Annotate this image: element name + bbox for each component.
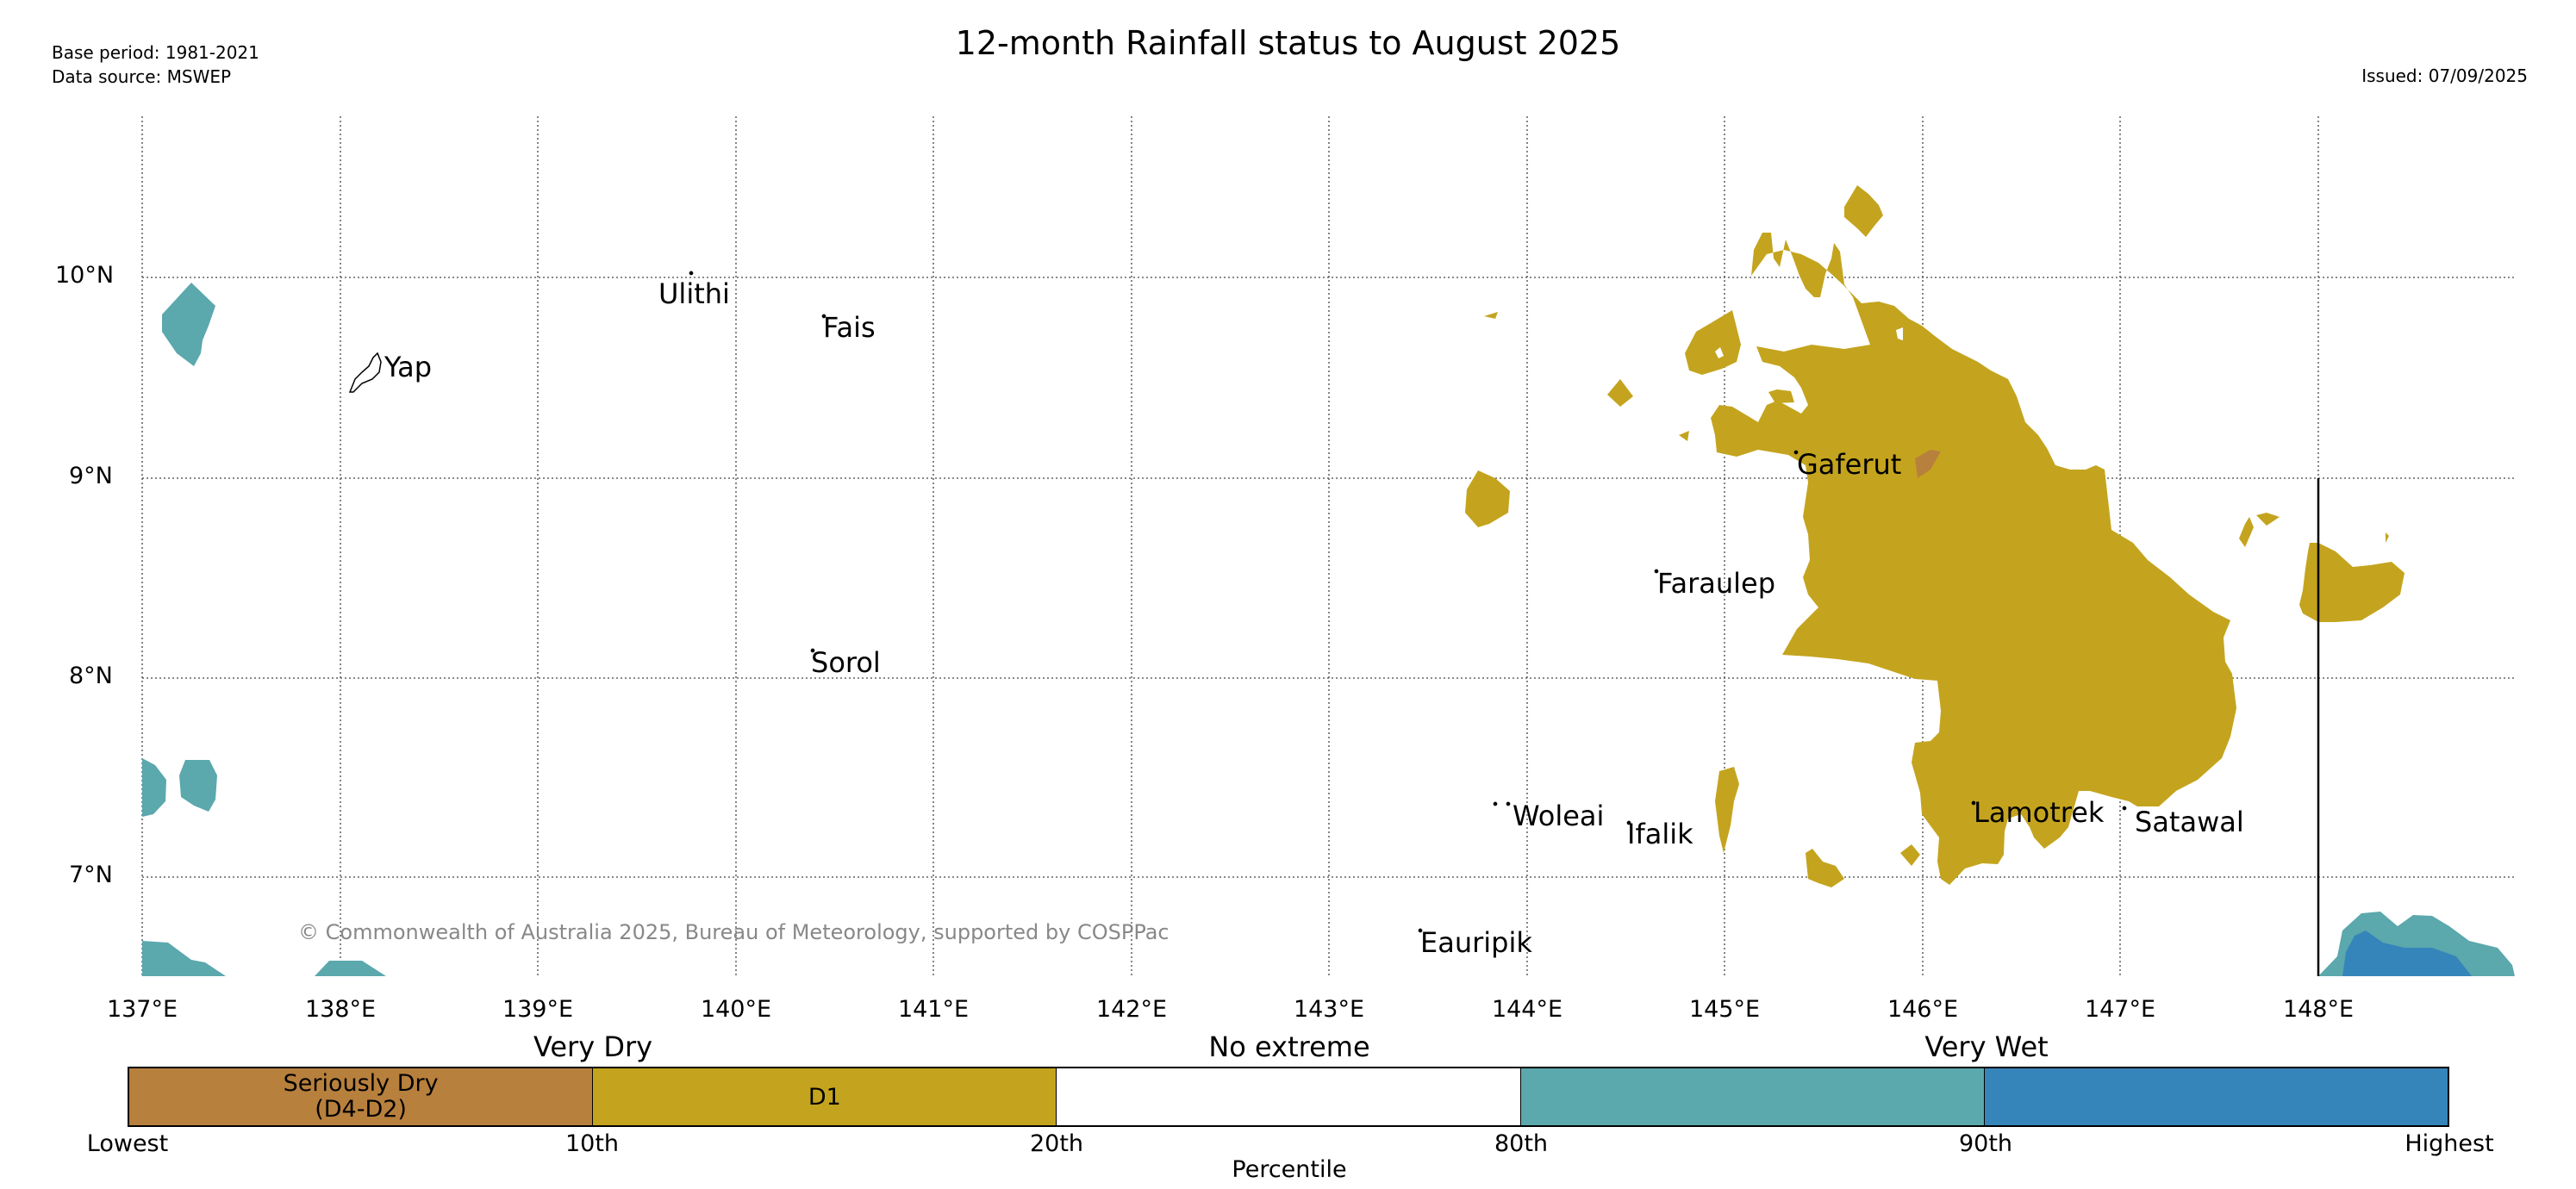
d1-region bbox=[2299, 543, 2404, 622]
d1-region bbox=[1793, 366, 1820, 383]
legend-bound-label: 20th bbox=[1029, 1130, 1084, 1157]
place-label-yap: Yap bbox=[384, 351, 433, 383]
very-wet-region bbox=[179, 760, 217, 812]
legend-box-wet bbox=[1520, 1068, 1985, 1125]
lon-tick-label: 142°E bbox=[1095, 996, 1168, 1023]
lon-tick-label: 148°E bbox=[2282, 996, 2355, 1023]
legend-category-no-extreme: No extreme bbox=[1208, 1030, 1370, 1063]
place-label-satawal: Satawal bbox=[2135, 806, 2244, 838]
very-wet-region bbox=[162, 283, 215, 366]
very-wet-region bbox=[315, 961, 386, 976]
legend-bound-label: Highest bbox=[2404, 1130, 2494, 1157]
d1-region bbox=[2256, 513, 2280, 526]
d1-regions bbox=[1465, 185, 2404, 887]
legend-category-very-dry: Very Dry bbox=[533, 1030, 653, 1063]
page-title: 12-month Rainfall status to August 2025 bbox=[955, 24, 1621, 62]
lon-tick-label: 143°E bbox=[1293, 996, 1365, 1023]
lat-tick-label: 7°N bbox=[69, 862, 113, 888]
gridlines bbox=[141, 116, 2515, 976]
lon-tick-label: 145°E bbox=[1688, 996, 1761, 1023]
d1-region bbox=[1844, 185, 1883, 237]
d1-region bbox=[1465, 470, 1510, 527]
d1-region bbox=[2386, 532, 2389, 543]
very-wet-region bbox=[142, 758, 166, 817]
place-label-eauripik: Eauripik bbox=[1420, 926, 1532, 959]
legend-box-seriously-dry: Seriously Dry (D4-D2) bbox=[129, 1068, 594, 1125]
d1-region-main bbox=[1711, 233, 2236, 885]
legend-box-label: Seriously Dry (D4-D2) bbox=[283, 1070, 439, 1123]
no-extreme-holes bbox=[1715, 287, 1903, 358]
issued-date: Issued: 07/09/2025 bbox=[2361, 65, 2528, 86]
very-wet-dark-regions bbox=[2342, 931, 2472, 976]
d1-region bbox=[1900, 844, 1920, 866]
place-label-fais: Fais bbox=[823, 311, 876, 344]
lon-tick-label: 139°E bbox=[502, 996, 574, 1023]
seriously-dry-region bbox=[1915, 450, 1941, 478]
lat-tick-label: 9°N bbox=[69, 463, 113, 489]
d1-region bbox=[1768, 389, 1794, 403]
legend-bound-label: Lowest bbox=[86, 1130, 169, 1157]
lon-tick-label: 140°E bbox=[700, 996, 772, 1023]
very-wet-region bbox=[142, 941, 226, 976]
d1-region bbox=[1607, 379, 1633, 407]
lon-tick-label: 138°E bbox=[304, 996, 377, 1023]
very-wet-dark-region bbox=[2342, 931, 2472, 976]
legend-bound-label: 80th bbox=[1494, 1130, 1549, 1157]
d1-region bbox=[2239, 517, 2254, 547]
place-label-gaferut: Gaferut bbox=[1797, 448, 1902, 481]
legend-axis-label: Percentile bbox=[1232, 1156, 1347, 1183]
place-label-sorol: Sorol bbox=[811, 646, 881, 679]
d1-region bbox=[1484, 312, 1498, 319]
d1-region bbox=[1679, 431, 1689, 441]
place-label-faraulep: Faraulep bbox=[1657, 567, 1776, 600]
lat-tick-label: 8°N bbox=[69, 663, 113, 689]
data-source: Data source: MSWEP bbox=[52, 66, 232, 87]
lon-tick-label: 141°E bbox=[897, 996, 970, 1023]
legend-bound-label: 10th bbox=[564, 1130, 620, 1157]
place-label-ulithi: Ulithi bbox=[658, 277, 730, 310]
lon-tick-label: 146°E bbox=[1887, 996, 1959, 1023]
legend-box-label: D1 bbox=[808, 1083, 841, 1111]
yap-island-outline bbox=[348, 352, 382, 393]
lon-tick-label: 147°E bbox=[2084, 996, 2156, 1023]
island-outlines bbox=[348, 271, 2127, 933]
legend-box-d1: D1 bbox=[593, 1068, 1057, 1125]
lon-tick-label: 137°E bbox=[106, 996, 178, 1023]
d1-region bbox=[1715, 767, 1739, 853]
legend-colorbar: Seriously Dry (D4-D2) D1 bbox=[128, 1067, 2449, 1127]
legend-box-no-extreme bbox=[1057, 1068, 1521, 1125]
d1-region bbox=[1685, 310, 1741, 375]
legend-bound-label: 90th bbox=[1958, 1130, 2013, 1157]
lon-tick-label: 144°E bbox=[1491, 996, 1563, 1023]
place-label-woleai: Woleai bbox=[1513, 800, 1605, 832]
lat-tick-label: 10°N bbox=[55, 262, 115, 289]
place-label-ifalik: Ifalik bbox=[1627, 818, 1693, 850]
legend-box-very-wet bbox=[1984, 1068, 2448, 1125]
legend-category-very-wet: Very Wet bbox=[1924, 1030, 2049, 1063]
place-label-lamotrek: Lamotrek bbox=[1974, 796, 2105, 829]
d1-region bbox=[2041, 825, 2060, 843]
d1-region bbox=[1806, 849, 1844, 887]
copyright-notice: © Commonwealth of Australia 2025, Bureau… bbox=[298, 920, 1169, 944]
base-period: Base period: 1981-2021 bbox=[52, 42, 259, 63]
